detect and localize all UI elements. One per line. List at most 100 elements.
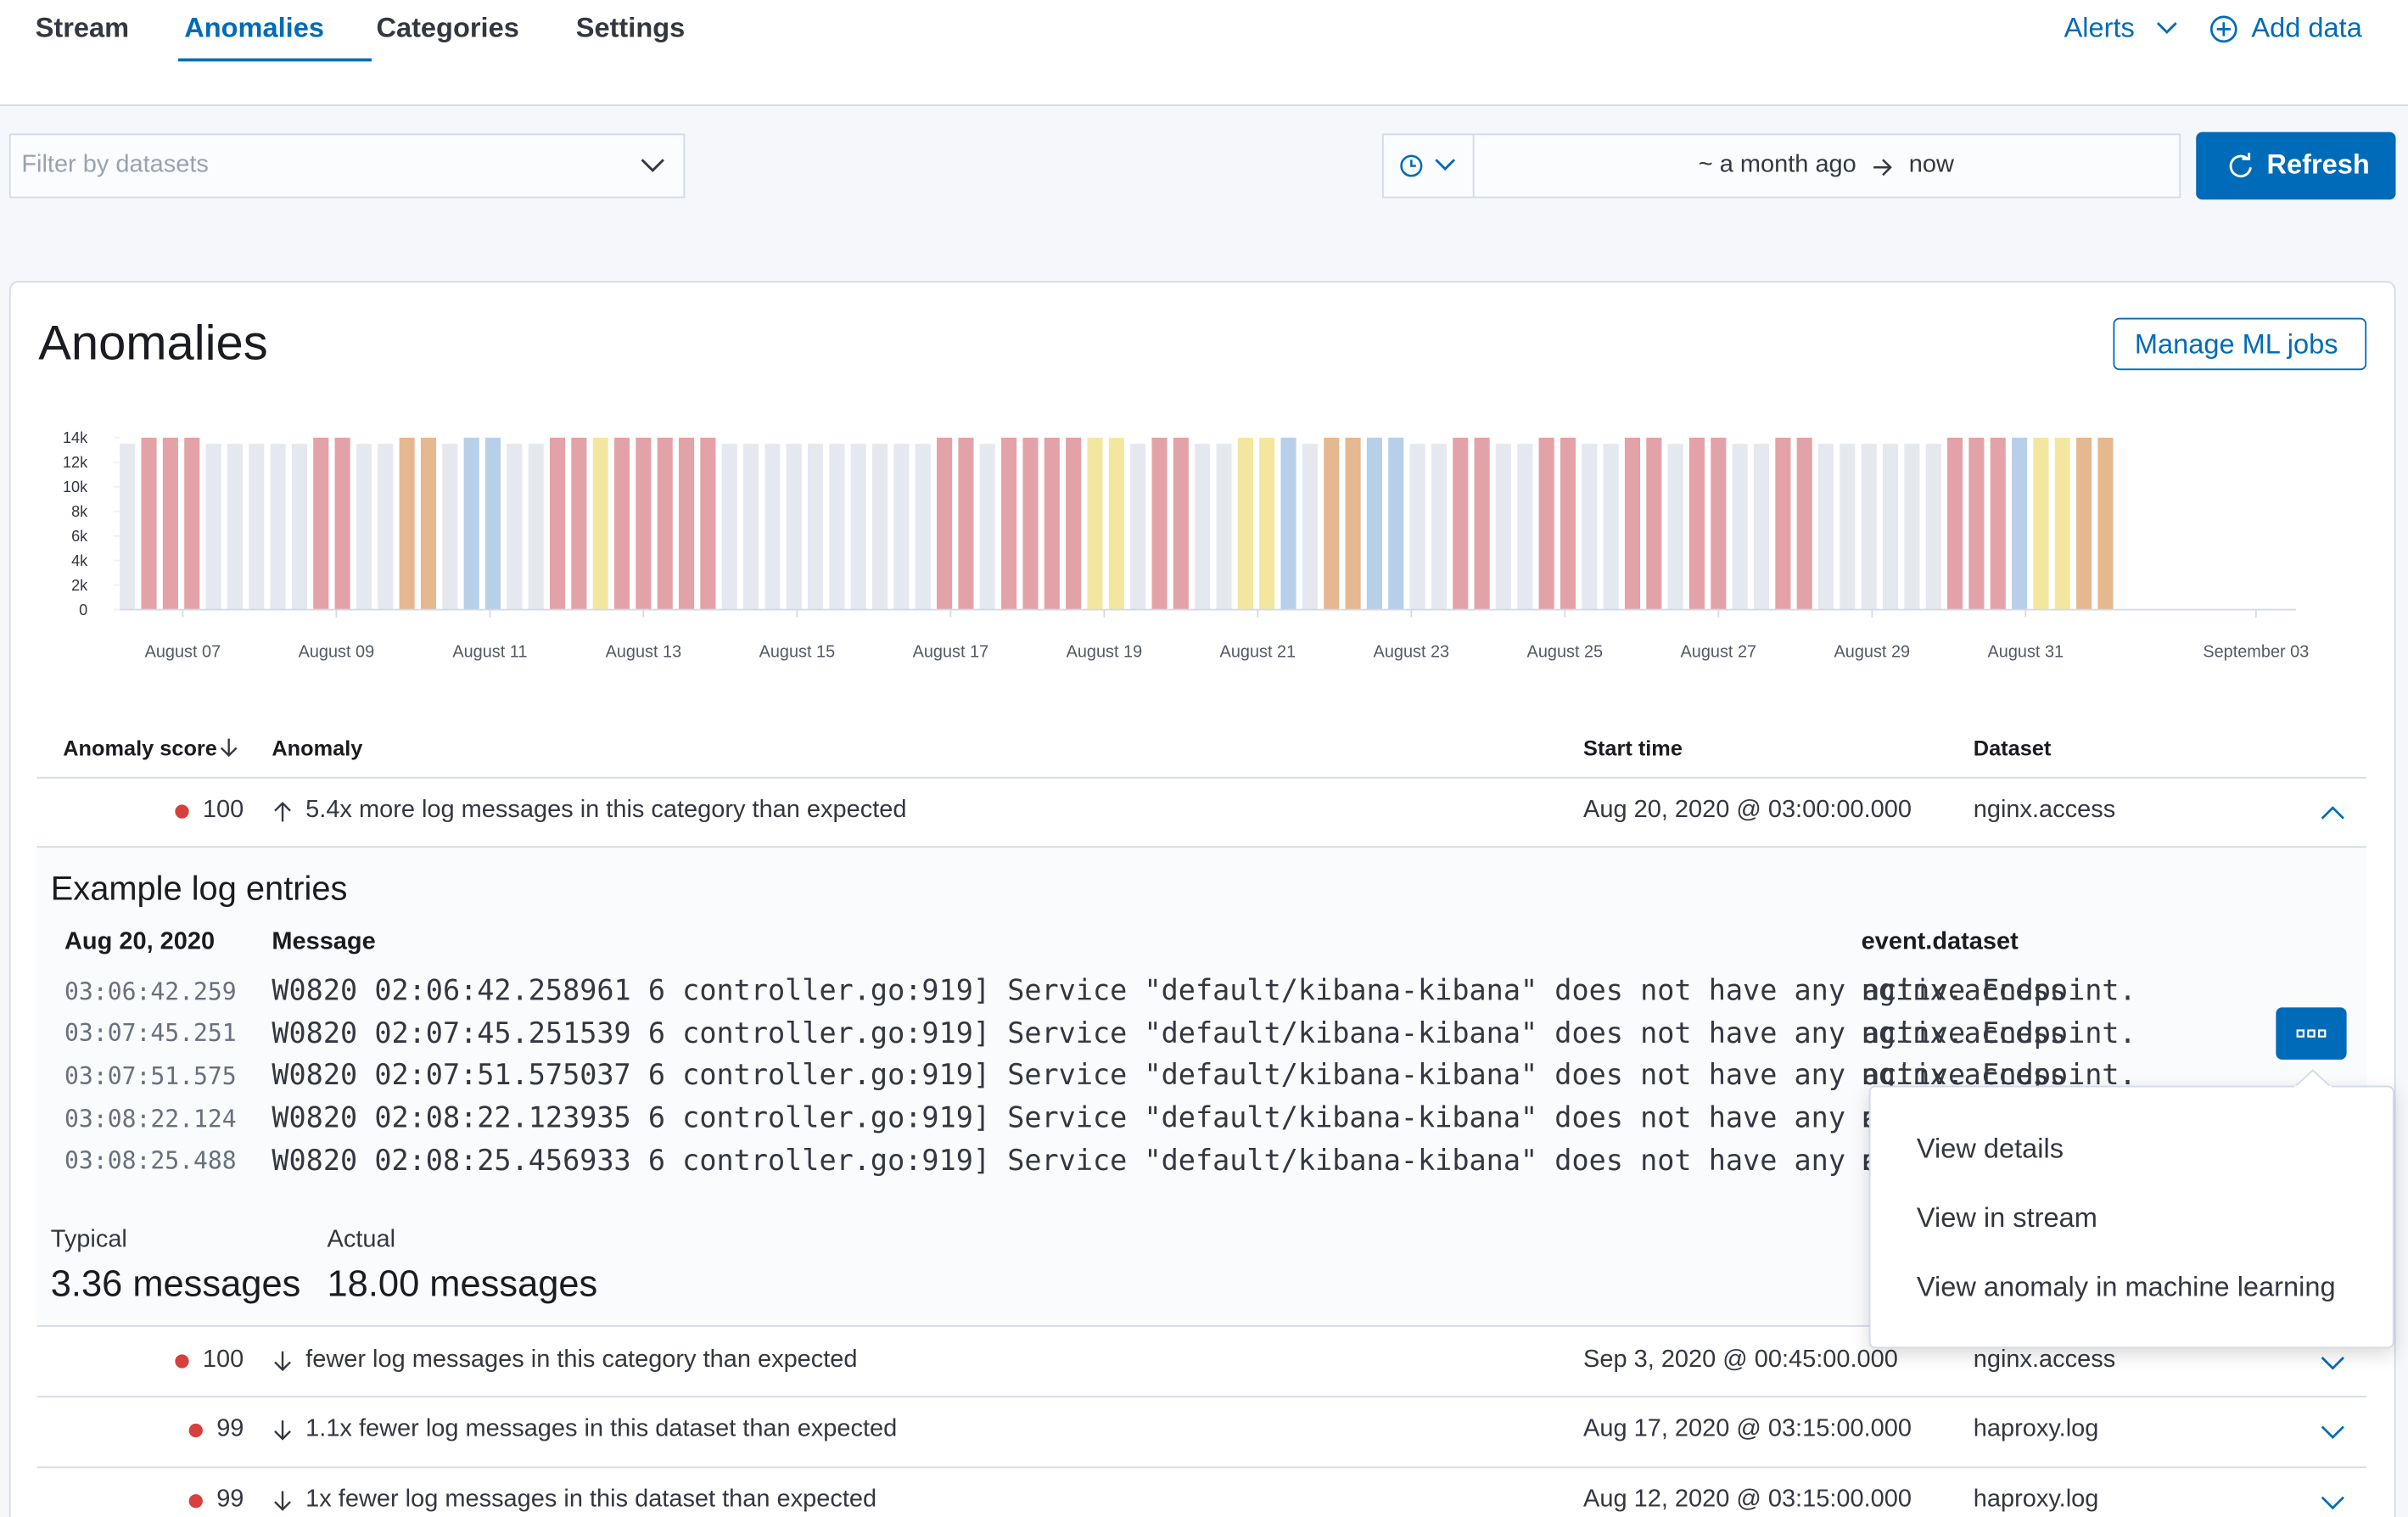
- bar: [1388, 438, 1403, 610]
- bar: [636, 438, 651, 610]
- log-timestamp: 03:07:45.251: [64, 1023, 237, 1047]
- menu-item[interactable]: View in stream: [1917, 1204, 2097, 1232]
- alerts-menu[interactable]: Alerts: [2064, 14, 2135, 42]
- x-tick-label: August 29: [1834, 643, 1911, 662]
- bar: [227, 444, 243, 609]
- collapse-toggle[interactable]: [2319, 802, 2347, 823]
- anomaly-score: 100: [203, 1348, 244, 1373]
- tab[interactable]: Stream: [36, 14, 129, 42]
- expand-toggle[interactable]: [2319, 1420, 2347, 1441]
- bar: [958, 438, 973, 610]
- expand-toggle[interactable]: [2319, 1491, 2347, 1512]
- down-arrow-icon: [272, 1488, 293, 1513]
- bar: [1496, 444, 1511, 609]
- menu-item[interactable]: View details: [1917, 1135, 2064, 1163]
- x-tick-label: August 13: [606, 643, 682, 662]
- time-start[interactable]: ~ a month ago: [1699, 154, 1856, 178]
- bar: [356, 444, 372, 609]
- anomaly-description: 1x fewer log messages in this dataset th…: [305, 1488, 876, 1513]
- bar: [206, 444, 221, 609]
- bar: [271, 444, 286, 609]
- bar: [1302, 444, 1318, 609]
- dataset: nginx.access: [1974, 1348, 2115, 1373]
- anomaly-score: 99: [216, 1488, 244, 1513]
- log-message: W0820 02:08:22.123935 6 controller.go:91…: [272, 1106, 2136, 1134]
- bar: [142, 438, 157, 610]
- add-icon: [2209, 14, 2239, 44]
- start-time: Aug 17, 2020 @ 03:15:00.000: [1583, 1418, 1912, 1442]
- bar: [2076, 438, 2092, 610]
- bar: [1754, 444, 1769, 609]
- panel-title: Anomalies: [38, 318, 267, 367]
- bar: [1087, 438, 1102, 610]
- bar: [1668, 444, 1683, 609]
- bar: [1604, 444, 1619, 609]
- bar: [1991, 438, 2006, 610]
- bar: [1238, 438, 1253, 610]
- bar: [313, 438, 328, 610]
- bar: [808, 444, 823, 609]
- bar: [1582, 444, 1597, 609]
- y-tick-label: 14k: [63, 429, 88, 446]
- bar: [1259, 438, 1274, 610]
- log-timestamp: 03:08:22.124: [64, 1108, 237, 1132]
- quick-select-icon[interactable]: [1397, 152, 1462, 180]
- tab[interactable]: Settings: [576, 14, 686, 42]
- actual-value: 18.00 messages: [328, 1267, 598, 1303]
- y-tick-label: 4k: [71, 552, 88, 569]
- typical-label: Typical: [51, 1229, 127, 1253]
- log-message: W0820 02:08:25.456933 6 controller.go:91…: [272, 1148, 2136, 1176]
- anomaly-description: 1.1x fewer log messages in this dataset …: [305, 1418, 897, 1442]
- row-divider: [36, 1467, 2366, 1469]
- bar: [1883, 444, 1898, 609]
- bar: [120, 444, 135, 609]
- column-header: Dataset: [1974, 737, 2052, 758]
- header: [0, 0, 2408, 106]
- x-tick-label: August 15: [759, 643, 836, 662]
- bar: [292, 444, 307, 609]
- x-tick-label: August 19: [1067, 643, 1143, 662]
- y-tick-label: 8k: [71, 503, 88, 520]
- expand-toggle[interactable]: [2319, 1352, 2347, 1373]
- bar: [2012, 438, 2027, 610]
- bar: [1044, 438, 1060, 610]
- bar: [1968, 438, 1984, 610]
- menu-item[interactable]: View anomaly in machine learning: [1917, 1273, 2336, 1301]
- column-header[interactable]: Anomaly score: [63, 737, 217, 758]
- typical-value: 3.36 messages: [51, 1267, 301, 1303]
- bar: [1775, 438, 1790, 610]
- bar: [1840, 444, 1855, 609]
- x-tick-label: August 07: [145, 643, 221, 662]
- bar: [1216, 444, 1231, 609]
- tab[interactable]: Categories: [376, 14, 518, 42]
- bar: [1130, 444, 1145, 609]
- divider: [1473, 133, 1475, 198]
- anomaly-description: 5.4x more log messages in this category …: [305, 798, 906, 823]
- x-tick-label: August 27: [1681, 643, 1757, 662]
- bar: [550, 438, 565, 610]
- time-end[interactable]: now: [1909, 154, 1954, 178]
- down-arrow-icon: [272, 1418, 293, 1442]
- bar: [1453, 438, 1468, 610]
- bar: [872, 444, 888, 609]
- log-timestamp: 03:08:25.488: [64, 1150, 237, 1174]
- refresh-label: Refresh: [2266, 150, 2369, 178]
- sort-icon: [218, 736, 239, 760]
- x-tick-label: August 25: [1527, 643, 1604, 662]
- bar: [571, 438, 586, 610]
- bar: [335, 438, 350, 610]
- bar: [1173, 438, 1189, 610]
- bar: [1689, 438, 1705, 610]
- bar: [2033, 438, 2048, 610]
- anomaly-score: 100: [203, 798, 244, 823]
- bar: [529, 444, 544, 609]
- tab-active[interactable]: Anomalies: [184, 14, 324, 42]
- bar: [421, 438, 436, 610]
- anomaly-chart: 02k4k6k8k10k12k14kAugust 07August 09Augu…: [0, 400, 2408, 676]
- log-timestamp: 03:06:42.259: [64, 981, 237, 1005]
- bar: [2097, 438, 2113, 610]
- bar: [1926, 444, 1941, 609]
- add-data-link[interactable]: Add data: [2251, 14, 2361, 42]
- x-tick-label: August 17: [913, 643, 989, 662]
